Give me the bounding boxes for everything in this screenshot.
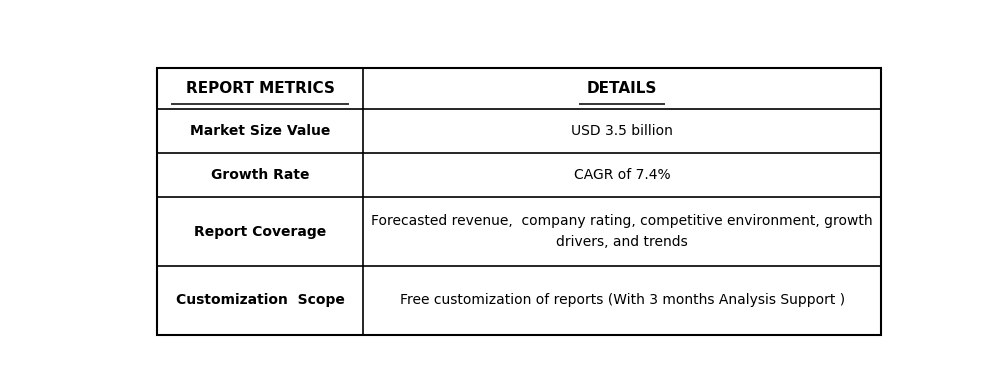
Text: Report Coverage: Report Coverage: [194, 225, 327, 239]
Text: Market Size Value: Market Size Value: [190, 124, 331, 138]
Text: CAGR of 7.4%: CAGR of 7.4%: [574, 168, 670, 183]
Text: Free customization of reports (With 3 months Analysis Support ): Free customization of reports (With 3 mo…: [400, 293, 845, 307]
Text: DETAILS: DETAILS: [587, 81, 657, 96]
Text: REPORT METRICS: REPORT METRICS: [186, 81, 335, 96]
Text: USD 3.5 billion: USD 3.5 billion: [571, 124, 673, 138]
Text: Customization  Scope: Customization Scope: [176, 293, 345, 307]
Text: Growth Rate: Growth Rate: [211, 168, 310, 183]
Bar: [157, 68, 881, 335]
Text: Forecasted revenue,  company rating, competitive environment, growth
drivers, an: Forecasted revenue, company rating, comp…: [372, 214, 873, 249]
